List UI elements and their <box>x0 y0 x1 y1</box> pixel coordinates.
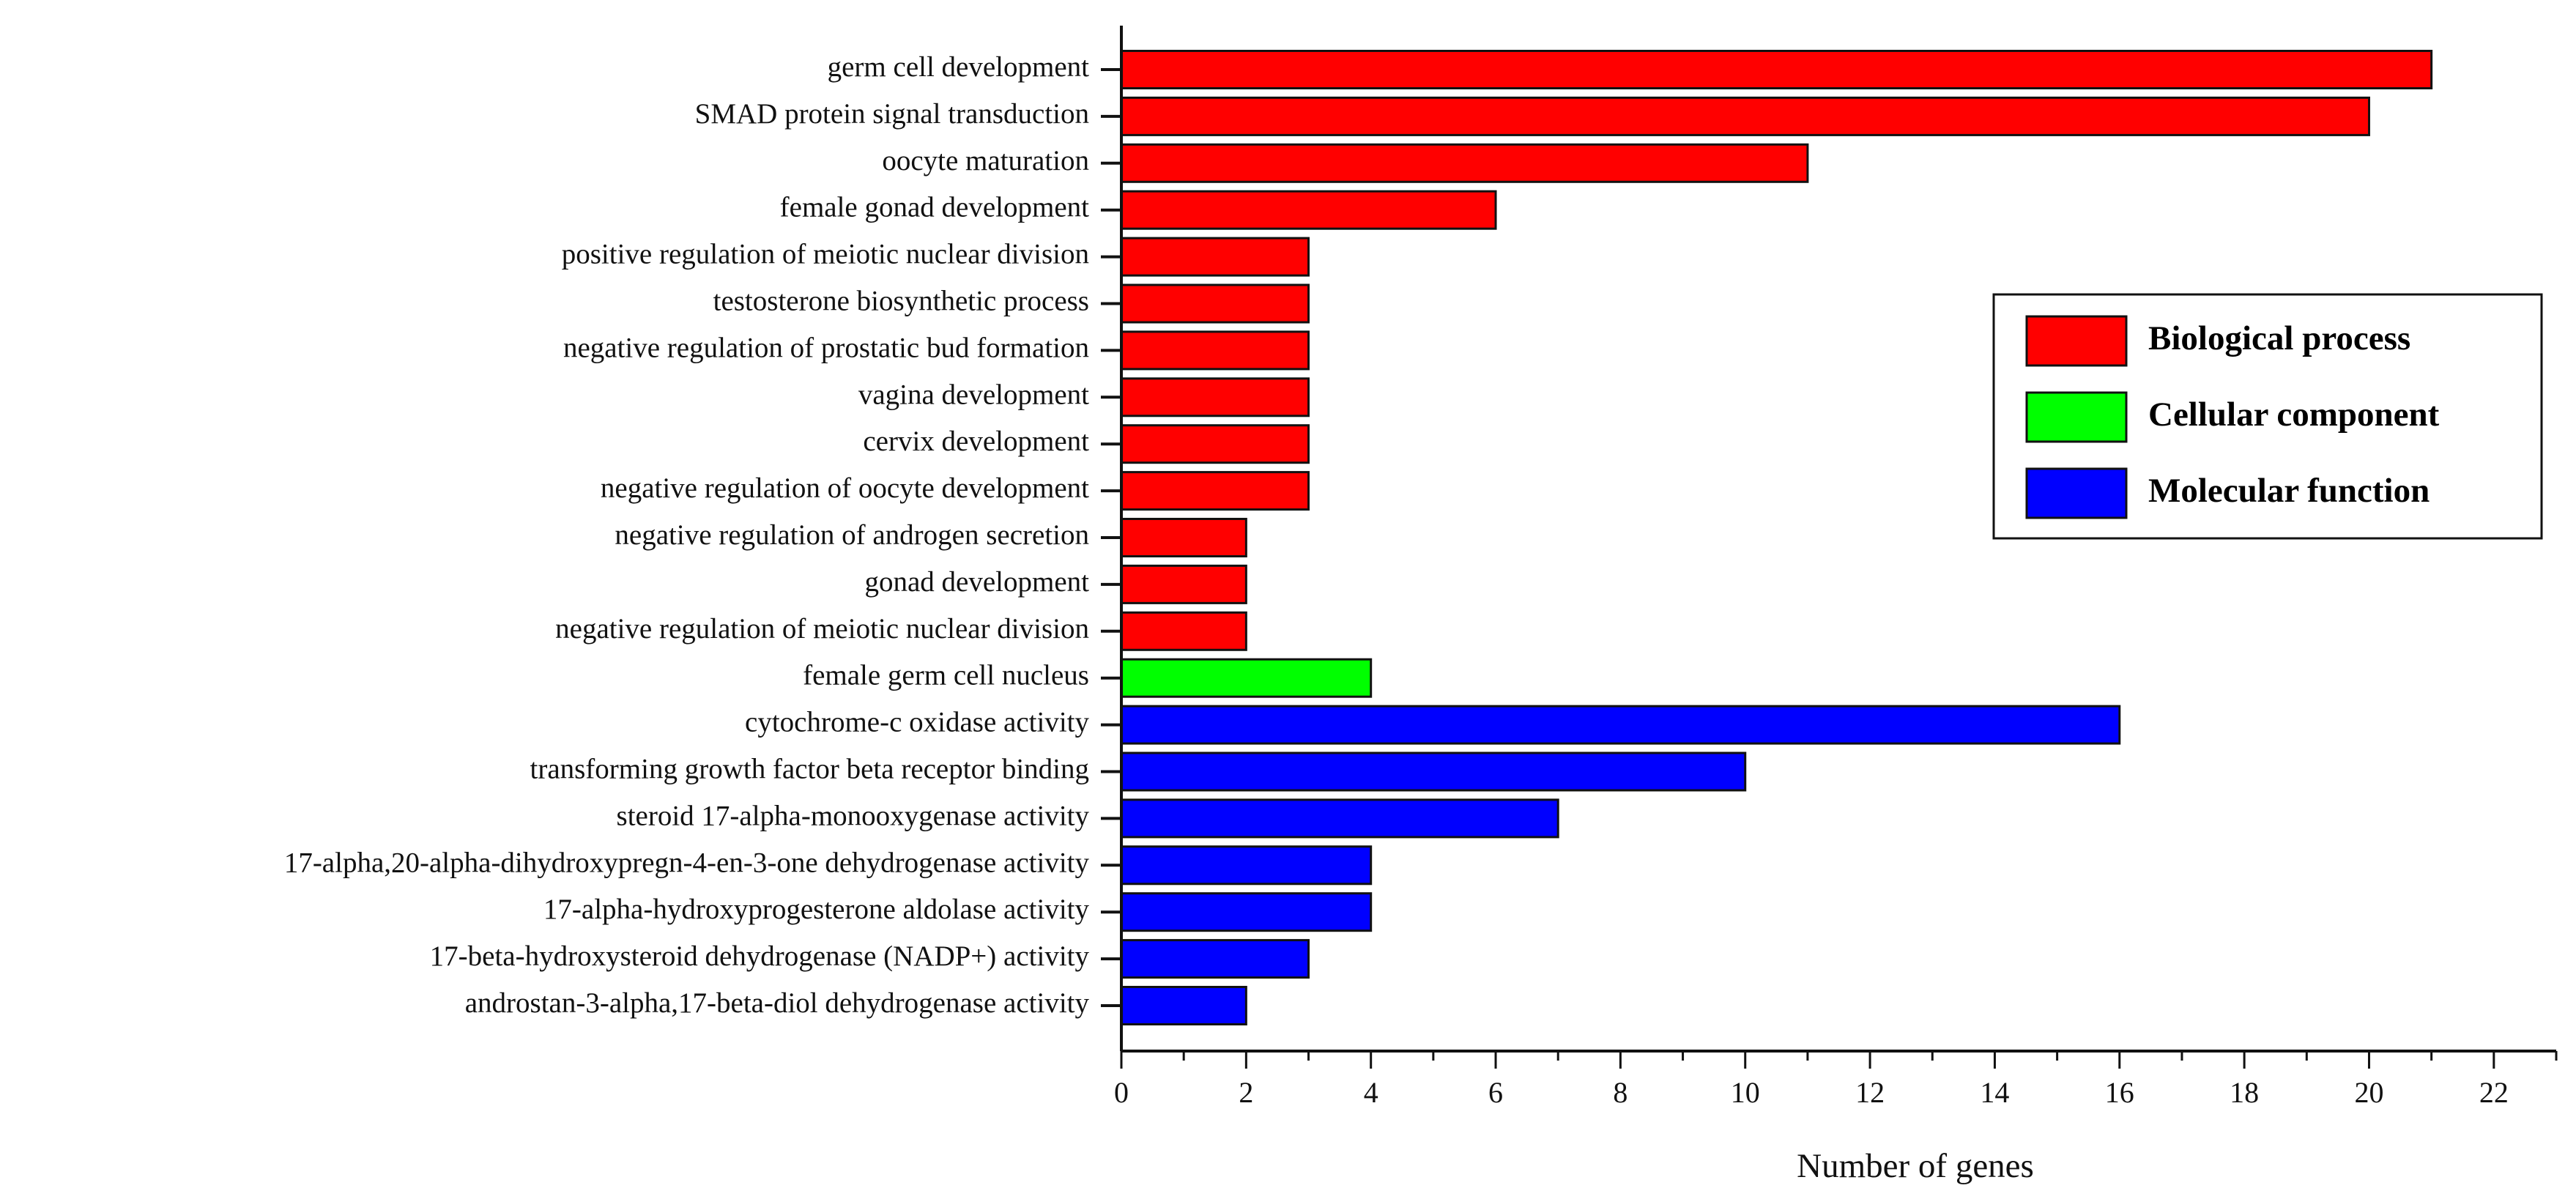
bar-female-gonad-development <box>1120 190 1497 230</box>
bar-testosterone-biosynthetic-process <box>1120 283 1310 324</box>
category-label: female germ cell nucleus <box>803 660 1089 691</box>
category-label: female gonad development <box>780 192 1089 223</box>
category-label: cytochrome-c oxidase activity <box>745 707 1089 738</box>
bar-oocyte-maturation <box>1120 143 1809 183</box>
x-tick-label: 8 <box>1613 1076 1627 1109</box>
bar-negative-regulation-of-meiotic-nuclear-division <box>1120 611 1247 651</box>
bar-transforming-growth-factor-beta-receptor-binding <box>1120 751 1747 792</box>
bar-negative-regulation-of-androgen-secretion <box>1120 518 1247 557</box>
bar-17-alpha-hydroxyprogesterone-aldolase-activity <box>1120 892 1373 932</box>
x-tick-label: 22 <box>2479 1076 2509 1109</box>
x-tick-label: 18 <box>2230 1076 2259 1109</box>
bar-17-alpha-20-alpha-dihydroxypregn-4-en-3-one-dehydrogenase-activity <box>1120 845 1373 886</box>
bar-gonad-development <box>1120 564 1247 604</box>
category-label: oocyte maturation <box>882 145 1089 177</box>
legend-label-biological-process: Biological process <box>2148 319 2410 357</box>
category-label: negative regulation of oocyte developmen… <box>601 472 1089 504</box>
category-label: testosterone biosynthetic process <box>713 285 1089 316</box>
category-label: transforming growth factor beta receptor… <box>530 753 1090 784</box>
category-label: steroid 17-alpha-monooxygenase activity <box>617 800 1090 831</box>
x-tick-label: 6 <box>1488 1076 1503 1109</box>
category-label: 17-alpha,20-alpha-dihydroxypregn-4-en-3-… <box>284 847 1090 878</box>
x-tick-label: 14 <box>1980 1076 2009 1109</box>
bar-cytochrome-c-oxidase-activity <box>1120 705 2121 745</box>
bar-smad-protein-signal-transduction <box>1120 96 2370 136</box>
legend: Biological process Cellular component Mole… <box>1992 293 2543 540</box>
legend-swatch-biological-process <box>2025 315 2128 367</box>
category-label: androstan-3-alpha,17-beta-diol dehydroge… <box>465 987 1090 1019</box>
x-tick-label: 0 <box>1114 1076 1129 1109</box>
bar-androstan-3-alpha-17-beta-diol-dehydrogenase-activity <box>1120 986 1247 1025</box>
bar-positive-regulation-of-meiotic-nuclear-division <box>1120 237 1310 277</box>
category-label: gonad development <box>865 566 1090 598</box>
bar-female-germ-cell-nucleus <box>1120 658 1373 698</box>
x-axis-title: Number of genes <box>1797 1147 2034 1185</box>
category-label: 17-alpha-hydroxyprogesterone aldolase ac… <box>543 894 1090 925</box>
legend-label-cellular-component: Cellular component <box>2148 396 2440 434</box>
legend-swatch-cellular-component <box>2025 391 2128 443</box>
category-label: 17-beta-hydroxysteroid dehydrogenase (NA… <box>430 940 1090 972</box>
x-tick-label: 2 <box>1239 1076 1253 1109</box>
bar-steroid-17-alpha-monooxygenase-activity <box>1120 798 1559 839</box>
category-label: negative regulation of prostatic bud for… <box>563 332 1089 363</box>
category-label: germ cell development <box>828 51 1090 83</box>
category-labels-group: germ cell development SMAD protein signal… <box>284 51 1090 1019</box>
bar-17-beta-hydroxysteroid-dehydrogenase-nadp-activity <box>1120 939 1310 979</box>
category-label: SMAD protein signal transduction <box>695 98 1089 130</box>
bar-cervix-development <box>1120 424 1310 464</box>
x-tick-label: 12 <box>1855 1076 1885 1109</box>
bar-germ-cell-development <box>1120 50 2433 89</box>
category-label: negative regulation of meiotic nuclear d… <box>555 613 1089 645</box>
x-axis: 0 2 4 6 8 10 12 14 16 18 20 22 <box>1114 1051 2558 1109</box>
x-tick-label: 20 <box>2354 1076 2383 1109</box>
bar-vagina-development <box>1120 377 1310 417</box>
legend-swatch-molecular-function <box>2025 467 2128 519</box>
bar-negative-regulation-of-prostatic-bud-formation <box>1120 330 1310 371</box>
category-label: negative regulation of androgen secretio… <box>615 519 1089 551</box>
x-tick-label: 10 <box>1731 1076 1760 1109</box>
y-ticks-group <box>1101 68 1121 1007</box>
x-tick-label: 16 <box>2105 1076 2134 1109</box>
x-tick-label: 4 <box>1364 1076 1378 1109</box>
category-label: positive regulation of meiotic nuclear d… <box>562 239 1089 270</box>
category-label: vagina development <box>858 379 1089 410</box>
legend-label-molecular-function: Molecular function <box>2148 472 2430 510</box>
category-label: cervix development <box>863 426 1089 457</box>
bar-negative-regulation-of-oocyte-development <box>1120 471 1310 511</box>
bars-group <box>1120 50 2433 1025</box>
